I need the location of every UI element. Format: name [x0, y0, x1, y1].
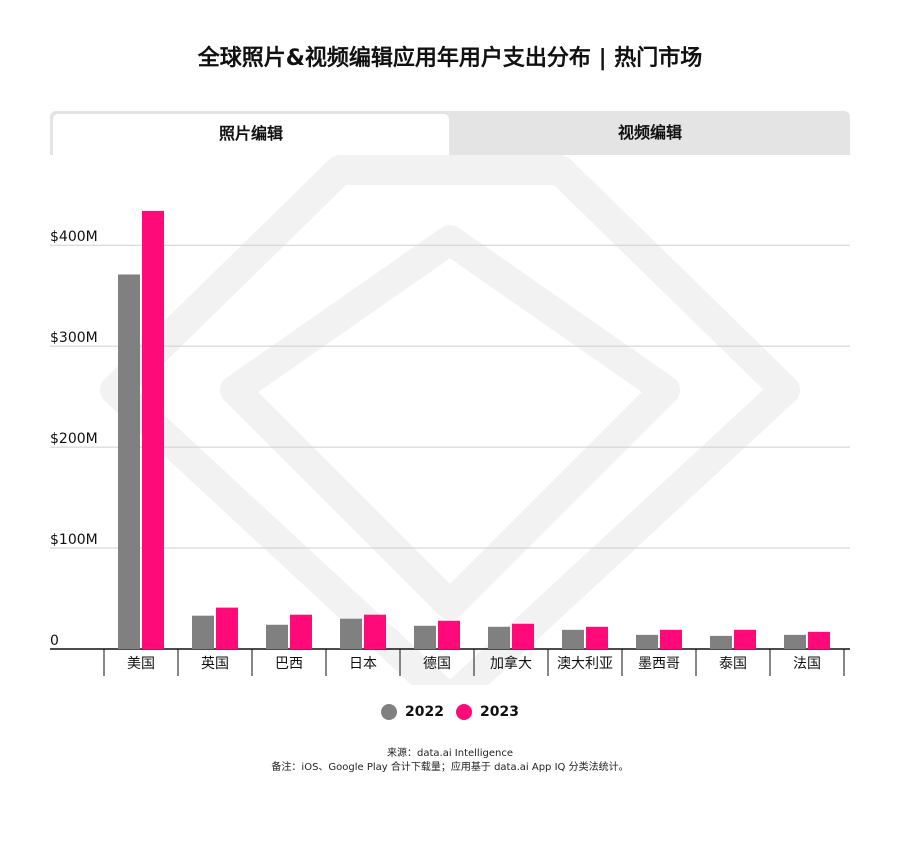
bar-2022	[118, 274, 140, 649]
tab-bar: 照片编辑 视频编辑	[50, 111, 850, 155]
tab-photo-editing[interactable]: 照片编辑	[53, 114, 449, 155]
bar-2022	[710, 635, 732, 649]
bar-2022	[562, 629, 584, 649]
source-line: 来源：data.ai Intelligence	[387, 748, 513, 759]
bar-2023	[142, 210, 164, 649]
bar-2023	[512, 623, 534, 649]
bar-chart: 0 $100M $200M $300M $400M 美国 英国 巴西 日本 德国 加拿大 澳大利亚 墨西…	[50, 155, 850, 685]
legend-swatch-2022	[381, 704, 398, 720]
watermark-logo	[100, 155, 800, 685]
x-tick-label: 英国	[201, 655, 229, 672]
x-tick-label: 巴西	[275, 656, 303, 672]
x-tick-label: 泰国	[719, 656, 747, 672]
bar-2023	[808, 631, 830, 649]
tab-video-editing[interactable]: 视频编辑	[617, 123, 682, 142]
x-tick-label: 日本	[349, 656, 377, 672]
y-tick-label: $200M	[50, 431, 98, 447]
chart-title: 全球照片&视频编辑应用年用户支出分布 | 热门市场	[197, 46, 703, 71]
note-line: 备注：iOS、Google Play 合计下载量；应用基于 data.ai Ap…	[271, 762, 629, 773]
x-tick-label: 加拿大	[490, 655, 532, 672]
legend-label-2022: 2022	[405, 704, 444, 720]
x-tick-label: 澳大利亚	[557, 656, 613, 672]
x-tick-label: 法国	[793, 656, 821, 672]
bar-2023	[364, 614, 386, 649]
bar-2022	[340, 618, 362, 649]
legend-item-2022: 2022	[381, 704, 444, 720]
bar-2022	[636, 634, 658, 649]
bar-2022	[414, 625, 436, 649]
legend-swatch-2023	[456, 704, 472, 720]
bar-2022	[266, 624, 288, 649]
legend-label-2023: 2023	[480, 704, 519, 720]
legend-item-2023: 2023	[456, 704, 519, 720]
x-tick-label: 墨西哥	[638, 656, 680, 672]
x-tick-label: 美国	[127, 656, 155, 672]
source-note: 来源：data.ai Intelligence 备注：iOS、Google Pl…	[0, 747, 900, 775]
bar-2023	[660, 629, 682, 649]
bar-2023	[290, 614, 312, 649]
bar-2022	[192, 615, 214, 649]
bar-2022	[488, 626, 510, 649]
legend: 2022 2023	[0, 700, 900, 724]
bar-2023	[734, 629, 756, 649]
bar-2023	[438, 620, 460, 649]
bar-2023	[586, 626, 608, 649]
y-tick-label: $300M	[50, 330, 98, 346]
x-tick-label: 德国	[423, 656, 451, 672]
y-tick-label: 0	[50, 633, 59, 649]
y-tick-label: $400M	[50, 229, 98, 245]
bar-2023	[216, 607, 238, 649]
bar-2022	[784, 634, 806, 649]
y-tick-label: $100M	[50, 532, 98, 548]
